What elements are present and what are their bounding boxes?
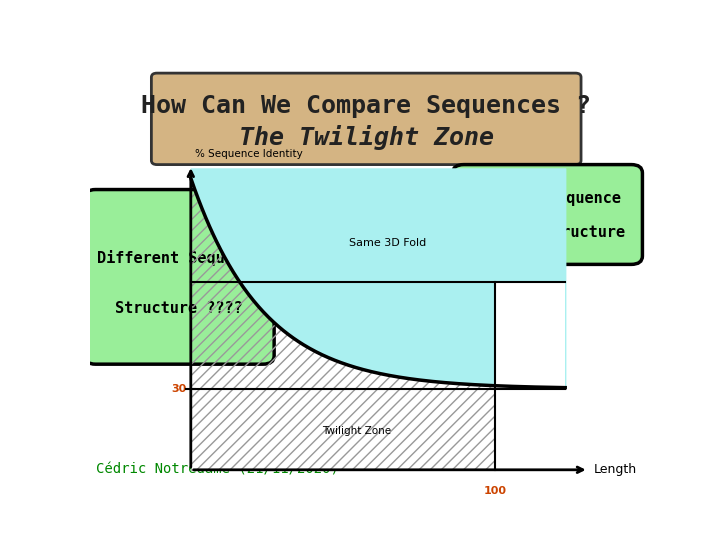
FancyBboxPatch shape	[453, 165, 642, 265]
Text: Twilight Zone: Twilight Zone	[322, 426, 391, 436]
Text: % Sequence Identity: % Sequence Identity	[196, 148, 303, 159]
FancyBboxPatch shape	[151, 73, 581, 165]
Text: Length: Length	[593, 463, 636, 476]
Text: Similar Structure: Similar Structure	[470, 225, 625, 240]
Text: The Twilight Zone: The Twilight Zone	[239, 125, 494, 150]
Text: Structure ????: Structure ????	[115, 301, 243, 316]
FancyBboxPatch shape	[84, 190, 274, 364]
Text: 30: 30	[171, 384, 186, 394]
Text: Different Sequence: Different Sequence	[97, 250, 261, 266]
Text: How Can We Compare Sequences ?: How Can We Compare Sequences ?	[141, 94, 591, 118]
Text: Same 3D Fold: Same 3D Fold	[348, 238, 426, 248]
Text: Similar Sequence: Similar Sequence	[474, 190, 621, 206]
Text: Cédric Notredame (21/11/2020): Cédric Notredame (21/11/2020)	[96, 462, 338, 476]
Text: 100: 100	[484, 486, 506, 496]
